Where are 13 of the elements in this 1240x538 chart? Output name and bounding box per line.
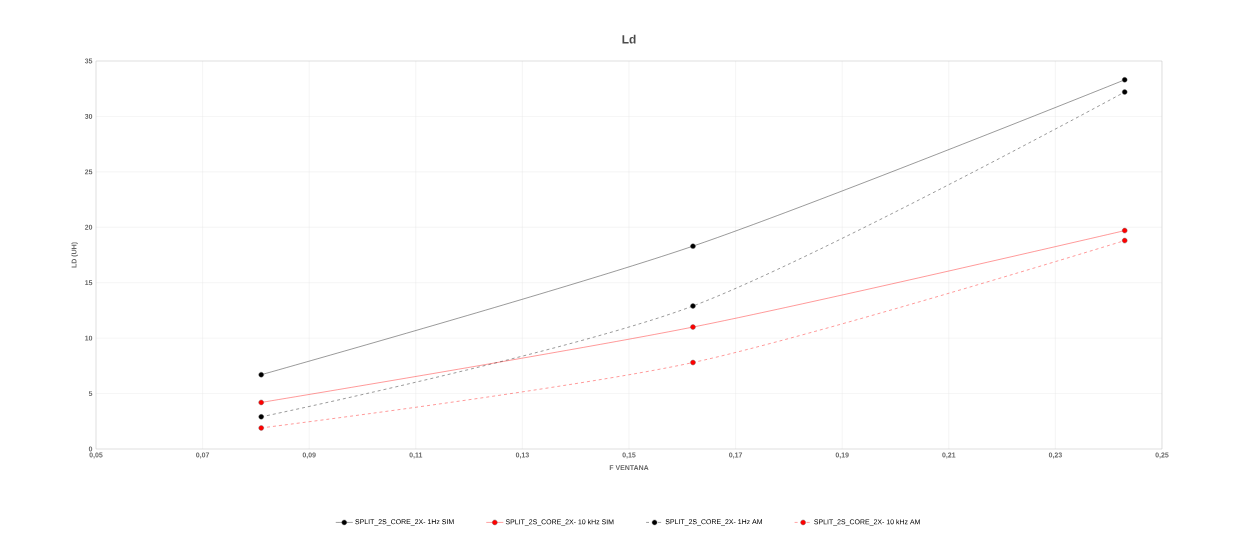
point	[690, 303, 696, 309]
chart-title: Ld	[622, 34, 636, 44]
point	[258, 425, 264, 431]
point	[1122, 237, 1128, 244]
point	[258, 399, 264, 406]
point	[690, 359, 696, 366]
point	[1122, 77, 1128, 83]
point	[690, 243, 696, 249]
point	[258, 414, 264, 420]
point	[690, 324, 696, 330]
point	[1122, 89, 1128, 95]
point	[258, 372, 264, 378]
point	[1122, 227, 1128, 234]
